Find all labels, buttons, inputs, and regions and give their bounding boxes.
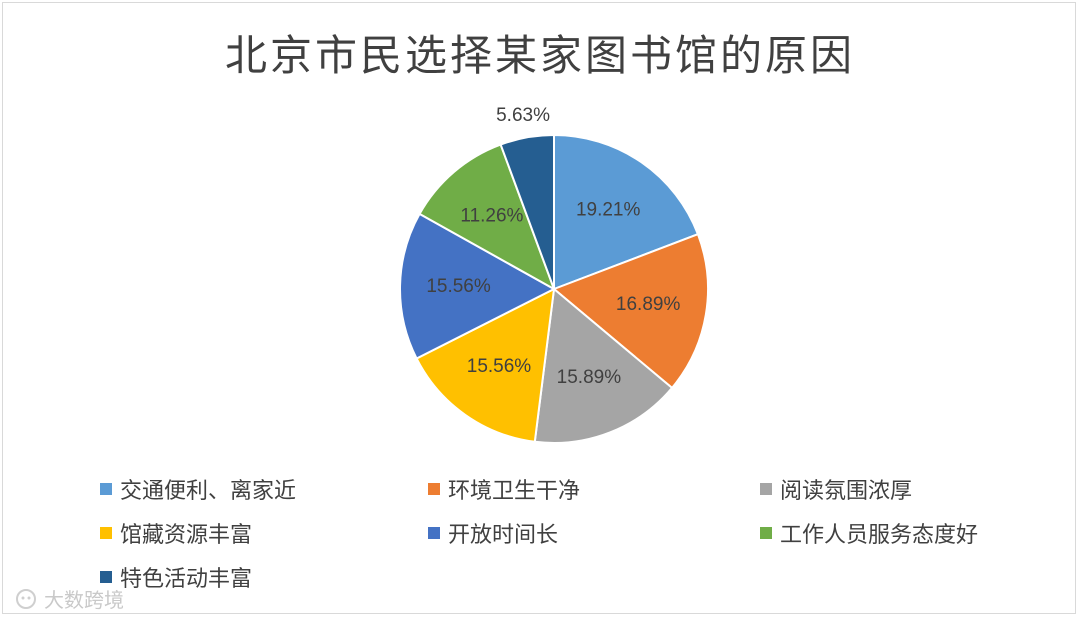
pie-slice — [499, 133, 555, 290]
legend-label: 馆藏资源丰富 — [120, 523, 253, 548]
legend-swatch — [100, 483, 112, 495]
legend-item-2: 环境卫生干净 — [428, 474, 580, 504]
legend-label: 工作人员服务态度好 — [780, 523, 979, 548]
pie-slice — [418, 143, 556, 292]
data-label: 15.89% — [557, 367, 622, 388]
data-label: 19.21% — [576, 199, 641, 220]
chart-title: 北京市民选择某家图书馆的原因 — [224, 31, 855, 80]
legend-swatch — [760, 483, 772, 495]
data-label: 5.63% — [496, 105, 550, 126]
pie-chart: 19.21% 16.89% 15.89% 15.56% 15.56% 11.26% 5.63… — [399, 105, 709, 444]
legend-label: 环境卫生干净 — [448, 479, 581, 504]
legend-label: 阅读氛围浓厚 — [780, 479, 913, 504]
legend-item-1: 交通便利、离家近 — [100, 474, 296, 504]
watermark-logo-icon — [16, 588, 36, 609]
legend-swatch — [428, 527, 440, 539]
legend-item-6: 工作人员服务态度好 — [760, 518, 978, 548]
watermark: 大数跨境 — [14, 584, 124, 613]
legend-item-7: 特色活动丰富 — [100, 562, 252, 592]
legend-swatch — [100, 527, 112, 539]
pie-slice — [415, 287, 556, 443]
data-label: 15.56% — [467, 356, 532, 377]
legend-item-5: 开放时间长 — [428, 518, 558, 548]
data-label: 16.89% — [616, 294, 681, 315]
pie-slice — [399, 212, 557, 360]
legend-label: 交通便利、离家近 — [120, 479, 297, 504]
legend-swatch — [100, 571, 112, 583]
legend-label: 特色活动丰富 — [120, 567, 253, 592]
legend-item-3: 阅读氛围浓厚 — [760, 474, 912, 504]
pie-slice — [533, 287, 674, 444]
legend-item-4: 馆藏资源丰富 — [100, 518, 252, 548]
legend-swatch — [760, 527, 772, 539]
pie-slice — [553, 133, 700, 291]
data-label: 11.26% — [460, 205, 523, 226]
legend-label: 开放时间长 — [448, 523, 559, 548]
data-label: 15.56% — [426, 276, 491, 297]
watermark-text: 大数跨境 — [44, 588, 124, 612]
legend-swatch — [428, 483, 440, 495]
pie-slice — [552, 232, 709, 390]
